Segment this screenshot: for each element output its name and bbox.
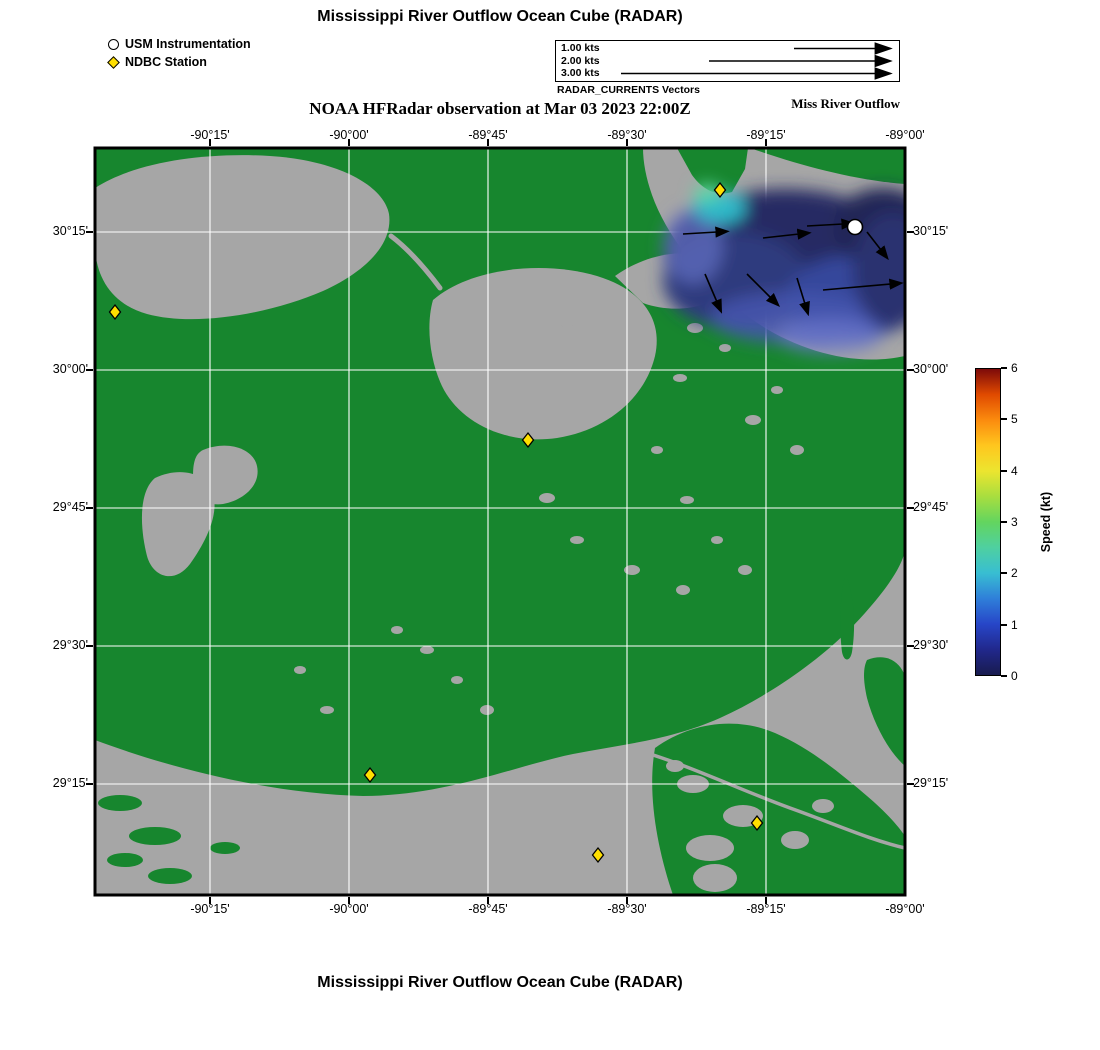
colorbar-tick-label: 4 — [1011, 463, 1018, 478]
bay-point-peninsula — [677, 148, 748, 194]
legend-item-usm: USM Instrumentation — [108, 36, 251, 52]
colorbar-gradient — [976, 369, 1000, 675]
vector-scale-label-1: 1.00 kts — [561, 42, 600, 54]
colorbar-axis-label: Speed (kt) — [1039, 491, 1053, 553]
current-vector-arrow — [704, 273, 723, 314]
figure-caption: Mississippi River Outflow Ocean Cube (RA… — [317, 974, 683, 991]
current-vector-arrow — [806, 218, 856, 230]
tick-mark — [1001, 623, 1007, 626]
marker-legend: USM Instrumentation NDBC Station — [107, 36, 251, 70]
current-vector-arrow — [682, 226, 730, 238]
lon-tick-top: -89°45' — [468, 128, 508, 142]
lon-tick-bottom: -89°00' — [885, 902, 925, 916]
page-title: Mississippi River Outflow Ocean Cube (RA… — [317, 8, 683, 25]
lon-tick-top: -89°15' — [746, 128, 786, 142]
vector-scale-arrows — [621, 42, 893, 80]
usm-circle-icon — [108, 38, 119, 50]
observation-title: NOAA HFRadar observation at Mar 03 2023 … — [309, 99, 691, 118]
current-vector-layer — [682, 218, 904, 317]
current-vector-arrow — [796, 277, 810, 317]
small-lake-2 — [193, 445, 258, 505]
vector-scale-caption: RADAR_CURRENTS Vectors — [557, 84, 700, 96]
lon-tick-top: -89°00' — [885, 128, 925, 142]
current-vector-arrow — [746, 273, 781, 308]
colorbar — [975, 368, 1001, 676]
current-vector-arrow — [762, 228, 812, 240]
legend-label-usm: USM Instrumentation — [125, 37, 251, 51]
colorbar-tick-label: 5 — [1011, 412, 1018, 427]
lat-tick-left: 30°00' — [52, 362, 88, 376]
colorbar-tick: 1 — [1001, 618, 1018, 632]
coast-strip-northeast — [750, 148, 905, 184]
tick-mark — [1001, 572, 1007, 575]
current-vector-arrow — [822, 278, 904, 291]
colorbar-ticks: 6 5 4 3 2 1 0 — [1001, 361, 1018, 683]
tick-mark — [1001, 367, 1007, 369]
lat-tick-right: 29°45' — [913, 500, 949, 514]
colorbar-tick: 6 — [1001, 361, 1018, 375]
region-label: Miss River Outflow — [791, 96, 900, 111]
lon-tick-bottom: -90°00' — [329, 902, 369, 916]
lat-tick-right: 30°00' — [913, 362, 949, 376]
colorbar-tick: 2 — [1001, 566, 1018, 580]
vector-scale-label-3: 3.00 kts — [561, 67, 600, 79]
colorbar-tick: 4 — [1001, 464, 1018, 478]
lat-tick-left: 29°45' — [52, 500, 88, 514]
lake-borgne — [429, 268, 657, 440]
marsh-ponds — [294, 262, 804, 715]
lat-tick-right: 29°15' — [913, 776, 949, 790]
lon-tick-bottom: -89°15' — [746, 902, 786, 916]
colorbar-tick-label: 1 — [1011, 617, 1018, 632]
delta-north-tip — [864, 657, 905, 766]
small-lake-1 — [141, 472, 215, 577]
tick-mark — [1001, 418, 1007, 421]
lat-tick-left: 29°30' — [52, 638, 88, 652]
usm-station-marker — [846, 218, 864, 236]
lat-tick-left: 30°15' — [52, 224, 88, 238]
colorbar-tick: 5 — [1001, 412, 1018, 426]
legend-label-ndbc: NDBC Station — [125, 55, 207, 69]
vector-scale-label-2: 2.00 kts — [561, 54, 600, 67]
lon-tick-bottom: -89°30' — [607, 902, 647, 916]
rigolets-channel — [388, 233, 443, 291]
colorbar-tick-label: 6 — [1011, 361, 1018, 375]
colorbar-tick-label: 3 — [1011, 514, 1018, 529]
vector-scale-box: 1.00 kts 2.00 kts 3.00 kts — [555, 40, 900, 82]
lon-tick-top: -89°30' — [607, 128, 647, 142]
colorbar-tick-label: 0 — [1011, 668, 1018, 683]
colorbar-tick: 3 — [1001, 515, 1018, 529]
colorbar-tick-label: 2 — [1011, 566, 1018, 581]
axis-ticks — [86, 139, 914, 904]
lon-tick-top: -90°00' — [329, 128, 369, 142]
lon-tick-bottom: -90°15' — [190, 902, 230, 916]
tick-mark — [1001, 469, 1007, 472]
lat-tick-right: 30°15' — [913, 224, 949, 238]
lat-tick-left: 29°15' — [52, 776, 88, 790]
lon-tick-bottom: -89°45' — [468, 902, 508, 916]
chandeleur-islands — [840, 575, 855, 660]
marsh-strips-southwest — [98, 795, 240, 884]
ndbc-diamond-icon — [107, 55, 120, 69]
tick-mark — [1001, 520, 1007, 523]
map-frame — [93, 146, 907, 897]
colorbar-tick: 0 — [1001, 669, 1018, 683]
map-canvas — [86, 139, 914, 904]
current-vector-arrow — [866, 231, 889, 261]
tick-mark — [1001, 674, 1007, 677]
lon-tick-top: -90°15' — [190, 128, 230, 142]
lake-pontchartrain — [95, 155, 390, 320]
legend-item-ndbc: NDBC Station — [107, 54, 251, 70]
lat-tick-right: 29°30' — [913, 638, 949, 652]
